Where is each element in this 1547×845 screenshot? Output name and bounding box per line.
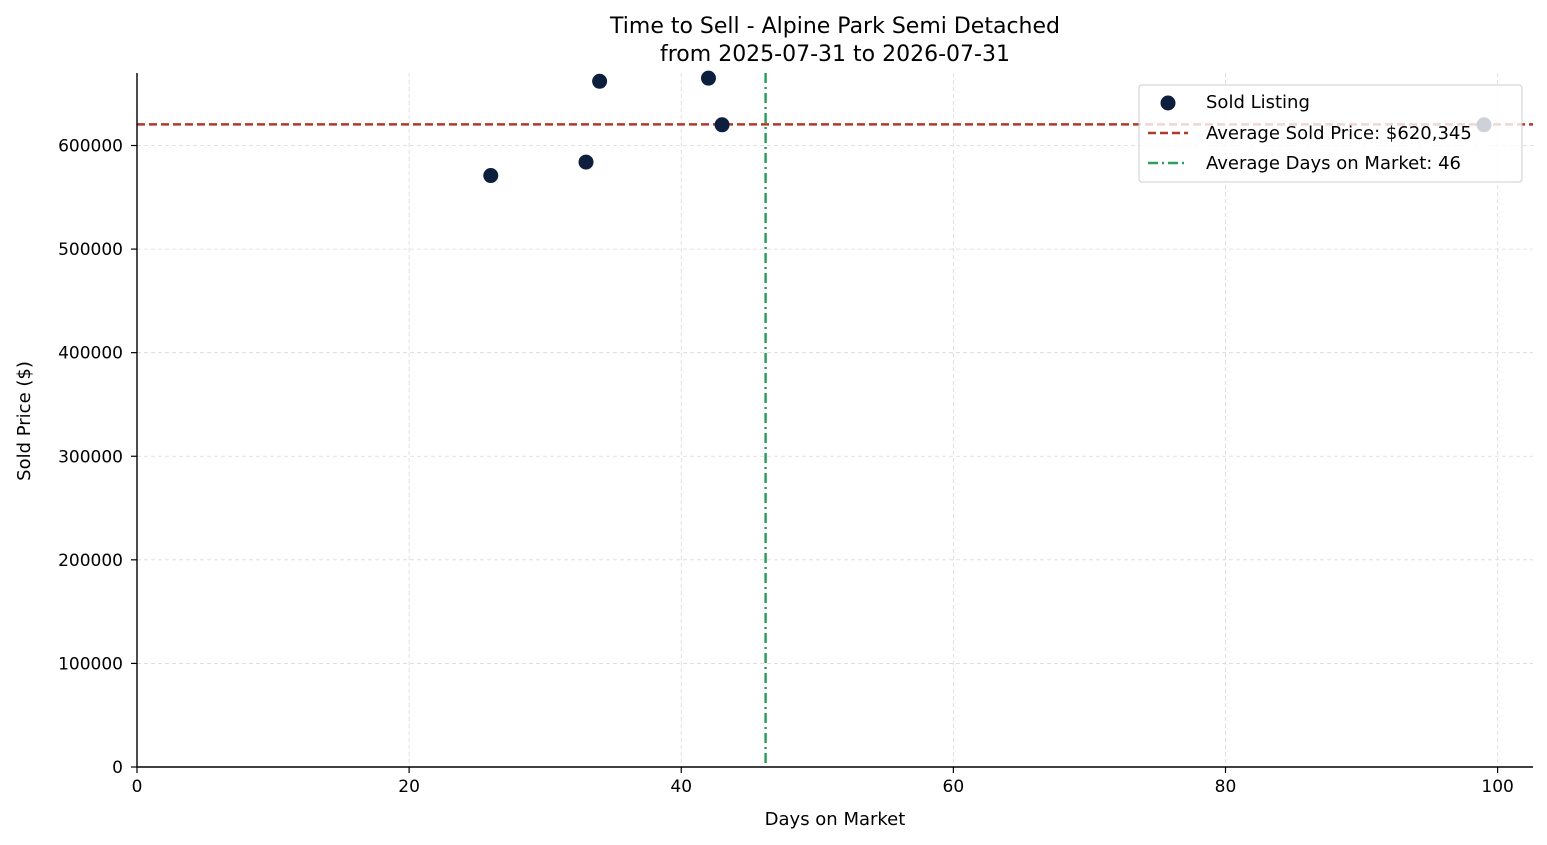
axes <box>136 73 1533 768</box>
x-tick-label: 60 <box>943 777 965 797</box>
y-tick-label: 600000 <box>58 137 123 157</box>
sold-listing-point <box>592 73 608 89</box>
legend-label-avg-price: Average Sold Price: $620,345 <box>1206 123 1472 144</box>
legend-label-avg-days: Average Days on Market: 46 <box>1206 153 1461 174</box>
x-tick-label: 100 <box>1481 777 1513 797</box>
legend-label-sold-listing: Sold Listing <box>1206 92 1310 113</box>
y-tick-label: 300000 <box>58 447 123 467</box>
sold-listing-point <box>483 168 499 184</box>
y-tick-label: 200000 <box>58 551 123 571</box>
x-tick-label: 0 <box>132 777 143 797</box>
legend-box <box>1138 84 1523 183</box>
sold-listing-point <box>700 70 716 86</box>
x-tick-label: 40 <box>670 777 692 797</box>
y-tick-label: 0 <box>112 758 123 778</box>
y-tick-label: 500000 <box>58 240 123 260</box>
sold-listing-point <box>578 154 594 170</box>
x-tick-label: 20 <box>398 777 420 797</box>
x-axis-label: Days on Market <box>765 809 906 830</box>
chart-subtitle: from 2025-07-31 to 2026-07-31 <box>660 42 1010 67</box>
sold-listing-point <box>714 117 730 133</box>
grid-lines <box>137 73 1533 767</box>
x-tick-label: 80 <box>1215 777 1237 797</box>
y-tick-label: 100000 <box>58 654 123 674</box>
chart-title: Time to Sell - Alpine Park Semi Detached <box>609 14 1060 39</box>
tick-labels: 0 20 40 60 80 100 0 100000 200000 300000 400000 500… <box>58 137 1514 797</box>
legend-marker-sold-listing <box>1160 95 1176 111</box>
legend: Sold Listing Average Sold Price: $620,34… <box>1138 84 1523 183</box>
y-tick-label: 400000 <box>58 344 123 364</box>
y-axis-label: Sold Price ($) <box>14 361 35 481</box>
reference-lines <box>137 73 1533 767</box>
